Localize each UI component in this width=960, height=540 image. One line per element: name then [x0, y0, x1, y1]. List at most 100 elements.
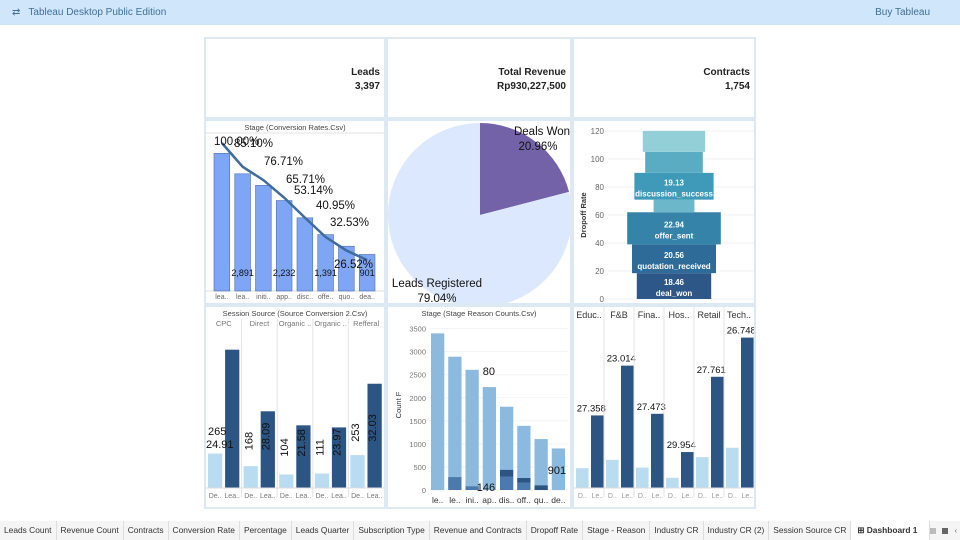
line-label: 40.95%	[316, 200, 355, 212]
bar-label: 23.97	[332, 428, 344, 456]
tab-contracts[interactable]: Contracts	[124, 521, 169, 540]
session-source-svg: Session Source (Source Conversion 2.Csv)…	[206, 309, 384, 500]
tab-leads-count[interactable]: Leads Count	[0, 521, 57, 540]
bar	[225, 349, 240, 488]
x-tick-label: Le..	[651, 493, 663, 500]
bar	[358, 254, 376, 292]
line-label: 53.14%	[294, 185, 333, 197]
kpi-label: Total Revenue	[498, 67, 566, 78]
stage-reason-chart[interactable]: Stage (Stage Reason Counts.Csv) 0 500 1000 1…	[388, 307, 570, 507]
x-tick-label: D..	[668, 493, 677, 500]
bar	[696, 457, 709, 488]
tab-revenue-count[interactable]: Revenue Count	[57, 521, 124, 540]
funnel-segment	[627, 212, 721, 245]
group-label: Tech..	[727, 310, 751, 320]
group-label: F&B	[610, 310, 628, 320]
dropoff-funnel-chart[interactable]: 0 20 40 60 80 100 120 Dropoff Rate 18.46 deal_won…	[574, 121, 754, 303]
x-tick-label: Lea..	[331, 493, 347, 500]
group-label: Refferal	[353, 319, 379, 328]
kpi-value: 1,754	[724, 81, 750, 92]
x-tick-label: Le..	[711, 493, 723, 500]
bar-label: 23.014	[607, 354, 636, 365]
tab-dashboard-1[interactable]: ⊞ Dashboard 1	[851, 521, 931, 540]
tab-controls: ‹ › ⛶ ▭	[930, 526, 960, 536]
x-tick-label: Lea..	[296, 493, 312, 500]
tab-session-source-cr[interactable]: Session Source CR	[769, 521, 852, 540]
y-tick-label: 20	[595, 267, 604, 276]
funnel-segment	[653, 199, 695, 213]
tab-leads-quarter[interactable]: Leads Quarter	[292, 521, 355, 540]
bar	[606, 459, 619, 488]
x-tick-label: Lea..	[260, 493, 276, 500]
conversion-rate-chart[interactable]: Stage (Conversion Rates.Csv) lea.. 2,891 le…	[206, 121, 384, 303]
x-tick-label: De..	[244, 493, 257, 500]
y-tick-label: 60	[595, 211, 604, 220]
kpi-value: 3,397	[354, 81, 380, 92]
chart-title: Stage (Stage Reason Counts.Csv)	[421, 309, 537, 318]
line-label: 65.71%	[286, 174, 325, 186]
bar	[517, 425, 531, 490]
funnel-segment	[636, 273, 712, 299]
tab-stage-reason[interactable]: Stage - Reason	[583, 521, 651, 540]
y-tick-label: 0	[600, 295, 605, 303]
dashboard: Leads 3,397 Total Revenue Rp930,227,500 …	[204, 37, 756, 509]
conversion-line	[220, 142, 368, 262]
bar-label: 104	[279, 438, 291, 456]
bar	[482, 387, 496, 490]
x-tick-label: Le..	[741, 493, 753, 500]
bar	[651, 413, 664, 488]
segment-stage: offer_sent	[655, 231, 694, 240]
y-tick-label: 100	[591, 155, 605, 164]
annotation: 146	[477, 482, 495, 494]
group-label: Retail	[697, 310, 720, 320]
tab-dropoff-rate[interactable]: Dropoff Rate	[527, 521, 584, 540]
bar	[296, 217, 314, 292]
y-axis-label: Dropoff Rate	[579, 192, 588, 237]
bar-label: 2,891	[231, 268, 254, 278]
deals-pie-chart[interactable]: Deals Won 20.96% Leads Registered 79.04%	[388, 121, 570, 303]
prev-icon[interactable]: ‹	[954, 526, 958, 535]
tab-industry-cr-2-[interactable]: Industry CR (2)	[704, 521, 770, 540]
bar-label: 111	[314, 439, 326, 456]
tab-industry-cr[interactable]: Industry CR	[650, 521, 704, 540]
bar	[448, 356, 462, 490]
annotation: 80	[483, 366, 495, 378]
industry-cr-chart[interactable]: Educ.. D.. Le.. 27.358 F&B D.. Le.. 23.014 Fina.…	[574, 307, 754, 507]
conversion-rate-svg: Stage (Conversion Rates.Csv) lea.. 2,891 le…	[206, 123, 384, 301]
slice-value: 79.04%	[417, 293, 456, 303]
bar	[296, 425, 311, 488]
bar-label: 32.03	[367, 414, 379, 442]
bar-label: 27.358	[577, 403, 606, 414]
app-title: Tableau Desktop Public Edition	[28, 7, 167, 18]
tab-list: Leads Count Revenue Count Contracts Convers…	[0, 521, 931, 540]
kpi-label: Leads	[351, 67, 380, 78]
group-label: Hos..	[668, 310, 689, 320]
bar	[255, 185, 272, 292]
bar-segment	[517, 482, 531, 490]
bar-label: 27.761	[697, 365, 726, 376]
tab-conversion-rate[interactable]: Conversion Rate	[169, 521, 240, 540]
bar-label: 24.91	[206, 439, 234, 451]
tab-percentage[interactable]: Percentage	[240, 521, 292, 540]
segment-stage: discussion_success	[635, 189, 713, 198]
y-tick-label: 500	[413, 463, 426, 472]
bar-label: 265	[208, 426, 226, 438]
bar	[681, 452, 694, 488]
bar-label: 253	[350, 423, 362, 441]
bar-segment	[517, 478, 531, 483]
group-label: Organic ..	[314, 319, 347, 328]
annotation: 901	[548, 465, 566, 477]
tab-subscription-type[interactable]: Subscription Type	[354, 521, 430, 540]
x-tick-label: Lea..	[224, 493, 240, 500]
grid-view-icon[interactable]	[930, 527, 937, 534]
session-source-chart[interactable]: Session Source (Source Conversion 2.Csv)…	[206, 307, 384, 507]
x-tick-label: Le..	[621, 493, 633, 500]
bar	[726, 447, 739, 488]
filmstrip-icon[interactable]	[942, 527, 949, 534]
segment-stage: quotation_received	[637, 262, 710, 271]
x-tick-label: De..	[209, 493, 222, 500]
x-tick-label: De..	[315, 493, 328, 500]
tab-revenue-and-contracts[interactable]: Revenue and Contracts	[430, 521, 527, 540]
buy-tableau-link[interactable]: Buy Tableau	[875, 7, 930, 18]
bar	[338, 245, 355, 292]
